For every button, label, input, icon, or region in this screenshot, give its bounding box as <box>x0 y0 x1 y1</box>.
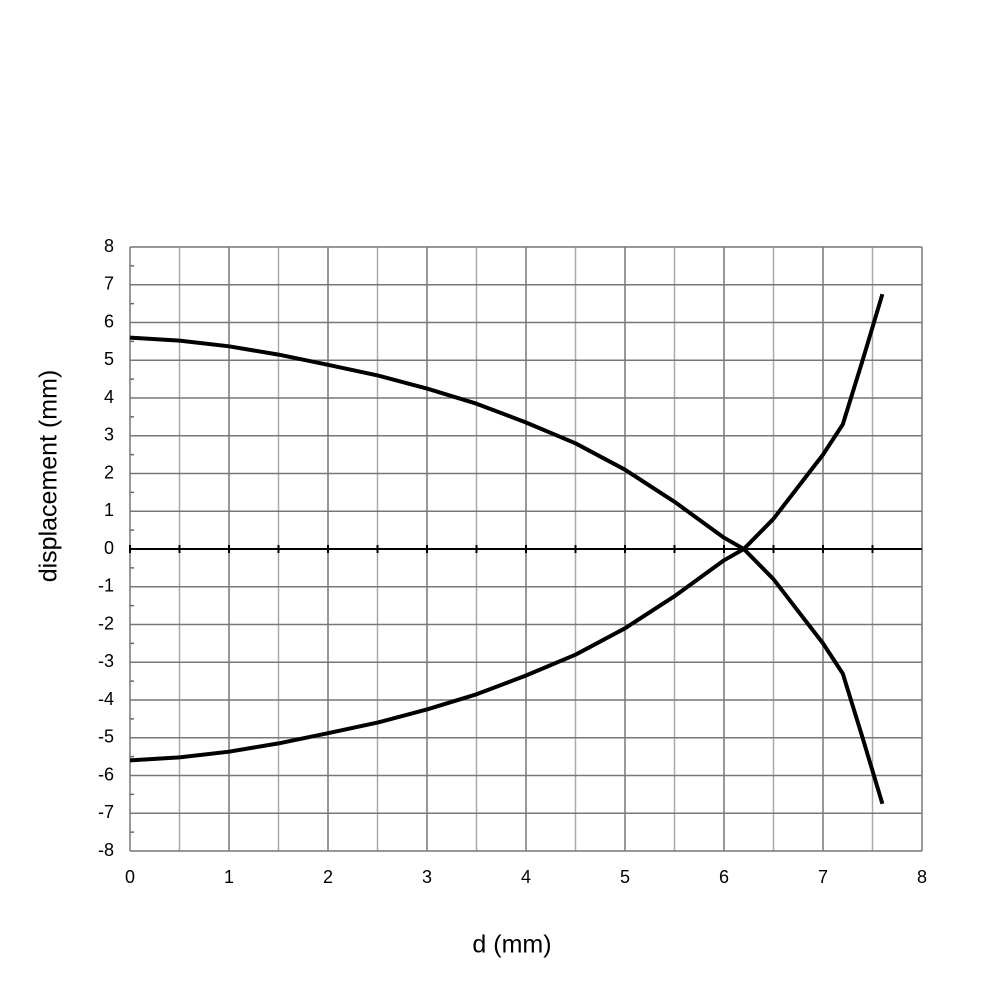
x-tick-label: 6 <box>719 867 729 887</box>
x-axis-title: d (mm) <box>472 931 551 959</box>
x-tick-label: 3 <box>422 867 432 887</box>
y-tick-label: 1 <box>104 500 114 520</box>
x-tick-label: 4 <box>521 867 531 887</box>
x-tick-label: 2 <box>323 867 333 887</box>
y-tick-label: 5 <box>104 349 114 369</box>
y-tick-label: -3 <box>98 651 114 671</box>
x-tick-label: 0 <box>125 867 135 887</box>
y-tick-label: -7 <box>98 802 114 822</box>
y-tick-label: 7 <box>104 274 114 294</box>
x-tick-label: 7 <box>818 867 828 887</box>
x-tick-label: 5 <box>620 867 630 887</box>
data-line <box>129 293 885 763</box>
y-tick-label: -6 <box>98 764 114 784</box>
y-axis-title: displacement (mm) <box>35 370 63 583</box>
data-line <box>129 335 885 805</box>
y-tick-label: -4 <box>98 689 114 709</box>
y-tick-label: 0 <box>104 538 114 558</box>
y-tick-label: -5 <box>98 727 114 747</box>
y-tick-label: 2 <box>104 462 114 482</box>
x-tick-label: 8 <box>917 867 927 887</box>
y-tick-label: -1 <box>98 576 114 596</box>
y-tick-label: 4 <box>104 387 114 407</box>
x-tick-label: 1 <box>224 867 234 887</box>
y-tick-label: -8 <box>98 840 114 860</box>
y-tick-label: 3 <box>104 425 114 445</box>
y-tick-label: -2 <box>98 613 114 633</box>
y-tick-label: 6 <box>104 311 114 331</box>
y-tick-label: 8 <box>104 236 114 256</box>
